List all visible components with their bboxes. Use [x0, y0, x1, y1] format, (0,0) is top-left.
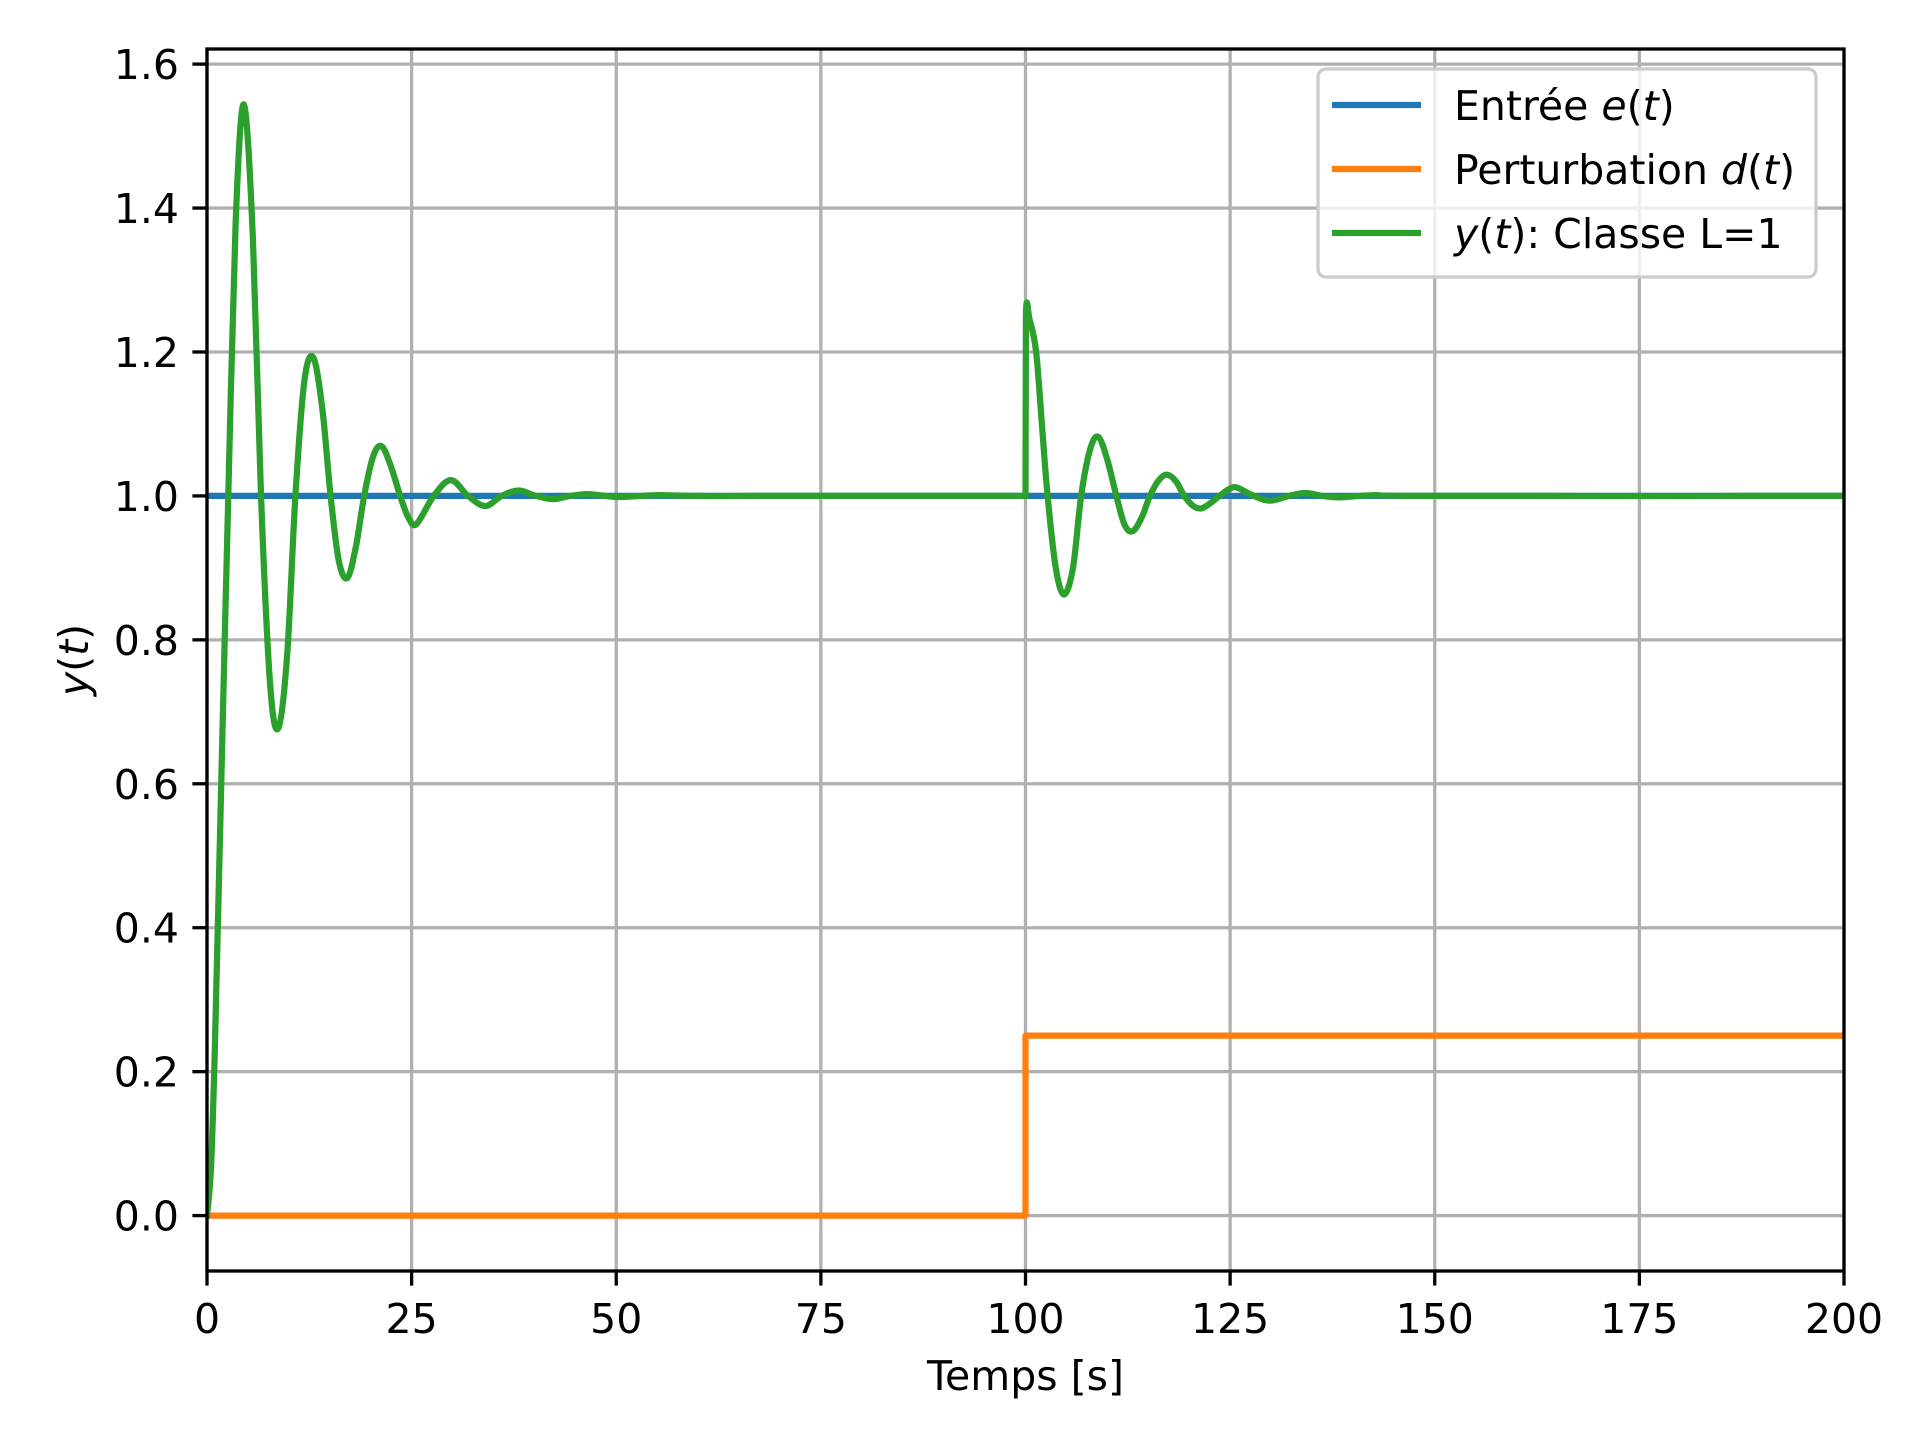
label-part: t: [1643, 82, 1661, 130]
legend-label: y(t): Classe L=1: [1452, 210, 1783, 258]
label-part: e: [1601, 82, 1626, 130]
y-tick-label: 0.0: [114, 1193, 179, 1241]
label-part: ): Classe L=1: [1510, 210, 1782, 258]
legend-frame: [1316, 67, 1818, 279]
legend-item-output: y(t): Classe L=1: [1332, 210, 1783, 258]
y-tick-label: 1.0: [114, 473, 179, 521]
output-line-y: [207, 101, 1029, 1219]
label-part: y: [50, 671, 98, 698]
x-tick-label: 0: [194, 1295, 220, 1343]
series-lines: [207, 101, 1844, 1219]
y-tick-label: 1.4: [114, 185, 179, 233]
y-tick-label: 0.8: [114, 617, 179, 665]
x-tick-label: 75: [795, 1295, 847, 1343]
y-axis-label: y(t): [50, 624, 98, 698]
legend: Entrée e(t)Perturbation d(t)y(t): Classe…: [1316, 67, 1818, 279]
y-tick-label: 0.2: [114, 1049, 179, 1097]
label-part: (: [1747, 146, 1763, 194]
x-tick-label: 50: [590, 1295, 642, 1343]
label-part: ): [50, 624, 98, 640]
legend-label: Entrée e(t): [1454, 82, 1675, 130]
label-part: (: [1478, 210, 1494, 258]
label-part: Perturbation: [1454, 146, 1721, 194]
x-tick-label: 125: [1191, 1295, 1269, 1343]
x-tick-label: 100: [986, 1295, 1064, 1343]
legend-label: Perturbation d(t): [1454, 146, 1795, 194]
label-part: (: [1627, 82, 1643, 130]
legend-item-disturbance: Perturbation d(t): [1332, 146, 1795, 194]
label-part: ): [1779, 146, 1795, 194]
label-part: t: [1494, 210, 1512, 258]
legend-item-input: Entrée e(t): [1332, 82, 1675, 130]
x-tick-label: 200: [1805, 1295, 1883, 1343]
x-tick-label: 175: [1600, 1295, 1678, 1343]
disturbance-line-d: [207, 1032, 1844, 1219]
label-part: (: [50, 656, 98, 672]
label-part: Entrée: [1454, 82, 1601, 130]
label-part: ): [1659, 82, 1675, 130]
label-part: t: [1763, 146, 1781, 194]
label-part: t: [50, 638, 98, 656]
ticks: 0 25 50 75 100 125 150 175 200 0.0 0.2 0.4 0.6 0.8 1.0…: [114, 41, 1883, 1343]
x-tick-label: 25: [386, 1295, 438, 1343]
label-part: y: [1452, 210, 1479, 258]
y-tick-label: 0.6: [114, 761, 179, 809]
x-axis-label: Temps [s]: [926, 1352, 1124, 1400]
y-tick-label: 0.4: [114, 905, 179, 953]
y-tick-label: 1.2: [114, 329, 179, 377]
output-line-y: [1022, 299, 1844, 598]
label-part: d: [1721, 146, 1748, 194]
y-tick-label: 1.6: [114, 41, 179, 89]
x-tick-label: 150: [1396, 1295, 1474, 1343]
